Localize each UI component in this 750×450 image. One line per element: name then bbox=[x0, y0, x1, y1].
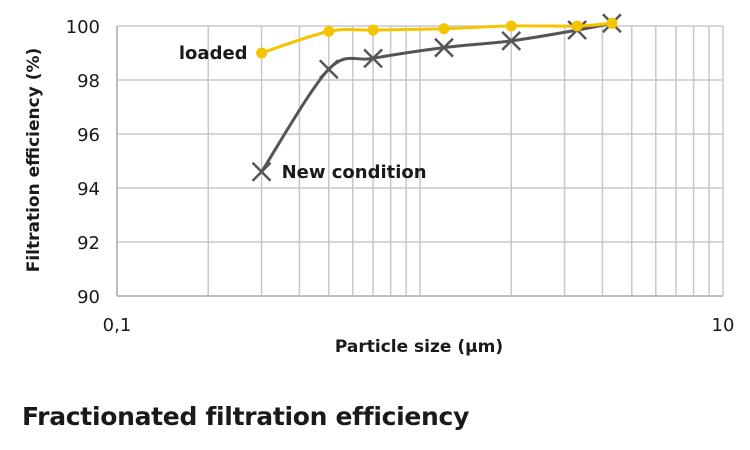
x-marker-stroke bbox=[363, 48, 383, 69]
data-point-loaded bbox=[505, 20, 517, 32]
x-tick-labels: 0,1 10 bbox=[103, 315, 735, 336]
x-marker-stroke bbox=[318, 59, 339, 80]
data-point-new-condition bbox=[434, 37, 454, 58]
data-point-new-condition bbox=[363, 48, 383, 69]
y-axis-title: Filtration efficiency (%) bbox=[24, 48, 44, 273]
y-tick-label: 98 bbox=[77, 71, 100, 92]
x-marker-stroke bbox=[501, 30, 522, 51]
y-tick-labels: 90 92 94 96 98 100 bbox=[66, 17, 100, 308]
x-marker-stroke bbox=[434, 37, 454, 58]
x-axis-title: Particle size (µm) bbox=[335, 337, 503, 357]
data-point-new-condition bbox=[501, 30, 522, 51]
x-marker-stroke bbox=[251, 161, 272, 182]
data-point-new-condition bbox=[251, 161, 272, 182]
data-point-loaded bbox=[606, 17, 618, 29]
y-tick-label: 96 bbox=[77, 125, 100, 146]
grid bbox=[117, 25, 723, 296]
y-tick-label: 90 bbox=[77, 287, 100, 308]
series-label-new-condition: New condition bbox=[282, 162, 427, 183]
data-point-loaded bbox=[438, 23, 450, 35]
data-point-loaded bbox=[367, 24, 379, 36]
data-point-new-condition bbox=[318, 59, 339, 80]
data-point-loaded bbox=[256, 47, 268, 59]
y-tick-label: 92 bbox=[77, 233, 100, 254]
data-point-loaded bbox=[571, 20, 583, 32]
data-point-loaded bbox=[323, 25, 335, 37]
y-tick-label: 100 bbox=[66, 17, 100, 38]
series-labels: loaded New condition bbox=[179, 43, 427, 183]
series-group bbox=[251, 13, 622, 182]
series-label-loaded: loaded bbox=[179, 43, 248, 64]
x-tick-label: 0,1 bbox=[103, 315, 132, 336]
x-tick-label: 10 bbox=[712, 315, 735, 336]
series-line-new-condition bbox=[260, 21, 613, 173]
y-tick-label: 94 bbox=[77, 179, 100, 200]
axes bbox=[116, 26, 724, 297]
chart-caption: Fractionated filtration efficiency bbox=[22, 402, 470, 431]
